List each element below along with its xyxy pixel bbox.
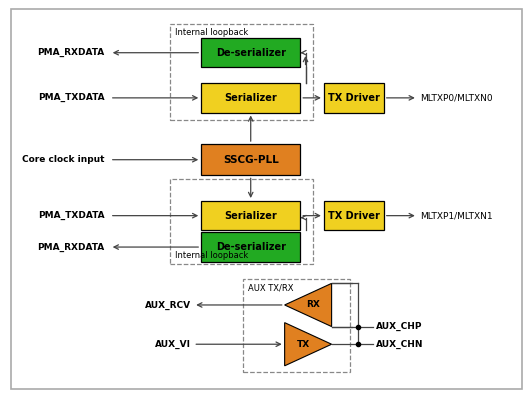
Bar	[170, 24, 313, 121]
Text: Internal loopback: Internal loopback	[175, 28, 248, 37]
Text: Serializer: Serializer	[224, 93, 277, 103]
Text: MLTXP1/MLTXN1: MLTXP1/MLTXN1	[420, 211, 493, 220]
Text: AUX_VI: AUX_VI	[155, 340, 191, 349]
FancyBboxPatch shape	[324, 201, 384, 230]
Text: PMA_RXDATA: PMA_RXDATA	[37, 48, 105, 57]
Text: TX Driver: TX Driver	[328, 93, 380, 103]
Text: AUX TX/RX: AUX TX/RX	[248, 283, 294, 292]
Text: PMA_RXDATA: PMA_RXDATA	[37, 242, 105, 252]
Bar	[243, 279, 350, 372]
Text: TX Driver: TX Driver	[328, 211, 380, 221]
Text: PMA_TXDATA: PMA_TXDATA	[38, 211, 105, 220]
Text: Core clock input: Core clock input	[22, 155, 105, 164]
Text: MLTXP0/MLTXN0: MLTXP0/MLTXN0	[420, 93, 493, 102]
Polygon shape	[285, 323, 332, 366]
Text: SSCG-PLL: SSCG-PLL	[223, 155, 279, 165]
Text: RX: RX	[306, 301, 320, 309]
Text: AUX_RCV: AUX_RCV	[145, 300, 191, 310]
FancyBboxPatch shape	[201, 83, 300, 113]
FancyBboxPatch shape	[324, 83, 384, 113]
Text: AUX_CHN: AUX_CHN	[376, 340, 423, 349]
Text: Serializer: Serializer	[224, 211, 277, 221]
FancyBboxPatch shape	[11, 9, 522, 389]
FancyBboxPatch shape	[201, 232, 300, 262]
Text: De-serializer: De-serializer	[216, 242, 286, 252]
Text: PMA_TXDATA: PMA_TXDATA	[38, 93, 105, 102]
Bar	[170, 179, 313, 264]
Text: AUX_CHP: AUX_CHP	[376, 322, 422, 331]
Text: TX: TX	[297, 340, 310, 349]
Polygon shape	[285, 283, 332, 327]
FancyBboxPatch shape	[201, 144, 300, 175]
FancyBboxPatch shape	[201, 38, 300, 67]
Text: De-serializer: De-serializer	[216, 48, 286, 58]
FancyBboxPatch shape	[201, 201, 300, 230]
Text: Internal loopback: Internal loopback	[175, 251, 248, 260]
